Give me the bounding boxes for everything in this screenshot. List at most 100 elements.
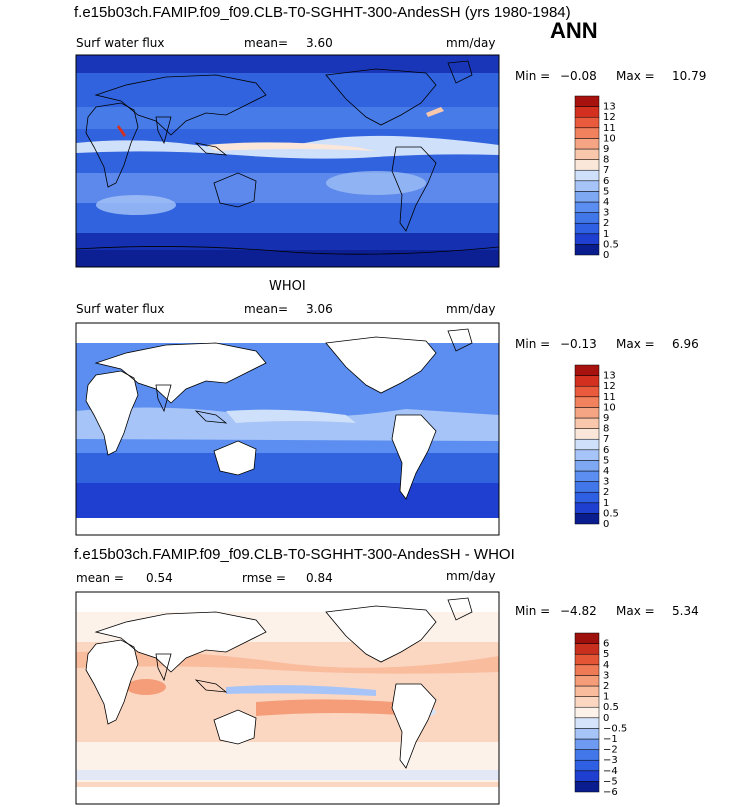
colorbar-swatch (574, 738, 600, 750)
colorbar-tick-label: 1 (603, 692, 609, 703)
colorbar-tick-label: 5 (603, 455, 609, 466)
colorbar-swatch (574, 675, 600, 687)
panel2-min-value: −0.13 (560, 337, 597, 351)
colorbar-swatch (574, 233, 600, 245)
panel2-variable: Surf water flux (76, 302, 165, 316)
colorbar-swatch (574, 470, 600, 482)
colorbar-tick-label: 6 (603, 176, 609, 187)
map-panel-2 (75, 322, 500, 536)
colorbar-tick-label: −3 (603, 755, 618, 766)
colorbar-tick-label: 5 (603, 186, 609, 197)
colorbar-tick-label: 4 (603, 660, 609, 671)
colorbar-tick-label: 3 (603, 670, 609, 681)
colorbar-tick-label: 12 (603, 381, 616, 392)
colorbar-swatch (574, 364, 600, 376)
colorbar-swatch (574, 428, 600, 440)
panel1-max-value: 10.79 (672, 69, 707, 83)
colorbar-tick-label: 4 (603, 197, 609, 208)
colorbar-swatch (574, 138, 600, 150)
colorbar-swatch (574, 148, 600, 160)
colorbar-tick-label: 8 (603, 424, 609, 435)
colorbar-swatch (574, 491, 600, 504)
colorbar-swatch (574, 513, 600, 525)
panel1-min-label: Min = (515, 69, 551, 83)
colorbar-tick-label: 0.5 (603, 508, 619, 519)
panel3-subtitle: f.e15b03ch.FAMIP.f09_f09.CLB-T0-SGHHT-30… (74, 546, 515, 563)
colorbar-swatch (574, 169, 600, 182)
colorbar-tick-label: 5 (603, 649, 609, 660)
colorbar-swatch (574, 502, 600, 514)
colorbar-tick-label: −6 (603, 787, 618, 798)
map-panel-1 (75, 54, 500, 268)
coastlines (85, 597, 473, 769)
colorbar-swatch (574, 438, 600, 451)
colorbar-tick-label: 13 (603, 102, 616, 113)
panel2-subtitle: WHOI (269, 279, 306, 294)
colorbar-swatch (574, 449, 600, 461)
main-title: f.e15b03ch.FAMIP.f09_f09.CLB-T0-SGHHT-30… (74, 4, 571, 21)
panel3-rmse-value: 0.84 (306, 571, 333, 585)
colorbar-tick-label: 13 (603, 371, 616, 382)
coastlines (85, 328, 473, 500)
colorbar-swatch (574, 460, 600, 472)
colorbar-tick-label: −1 (603, 734, 618, 745)
colorbar-tick-label: 0.5 (603, 702, 619, 713)
colorbar-swatch (574, 106, 600, 118)
panel2-mean-value: 3.06 (306, 302, 333, 316)
colorbar-tick-label: 0 (603, 519, 609, 530)
colorbar-swatch (574, 664, 600, 676)
colorbar-swatch (574, 717, 600, 729)
colorbar-swatch (574, 696, 600, 708)
panel3-mean-value: 0.54 (146, 571, 173, 585)
colorbar-tick-label: 9 (603, 144, 609, 155)
colorbar-tick-label: 7 (603, 165, 609, 176)
colorbar-tick-label: 0.5 (603, 239, 619, 250)
colorbar-tick-label: 0 (603, 713, 609, 724)
colorbar-tick-label: 3 (603, 477, 609, 488)
colorbar-swatch (574, 417, 600, 429)
panel1-mean-label: mean= (244, 36, 289, 50)
colorbar-tick-label: 10 (603, 402, 616, 413)
colorbar-tick-label: 6 (603, 639, 609, 650)
panel2-min-label: Min = (515, 337, 551, 351)
colorbar-tick-label: 0 (603, 250, 609, 261)
colorbar-swatch (574, 632, 600, 644)
colorbar-swatch (574, 407, 600, 419)
panel3-mean-label: mean = (76, 571, 124, 585)
colorbar-swatch (574, 201, 600, 213)
colorbar-tick-label: 7 (603, 434, 609, 445)
panel2-units: mm/day (446, 302, 496, 316)
coastlines (75, 60, 500, 255)
colorbar-tick-label: 2 (603, 487, 609, 498)
colorbar-swatch (574, 191, 600, 203)
colorbar-tick-label: 12 (603, 112, 616, 123)
colorbar-tick-label: 11 (603, 123, 616, 134)
panel3-max-value: 5.34 (672, 604, 699, 618)
colorbar-swatch (574, 749, 600, 761)
colorbar-tick-label: 8 (603, 155, 609, 166)
colorbar-tick-label: 3 (603, 208, 609, 219)
colorbar-swatch (574, 759, 600, 772)
season-label: ANN (550, 18, 598, 43)
colorbar-tick-label: −0.5 (603, 723, 627, 734)
colorbar-swatch (574, 770, 600, 782)
colorbar-tick-label: 2 (603, 681, 609, 692)
colorbar-tick-label: 4 (603, 466, 609, 477)
panel1-max-label: Max = (616, 69, 655, 83)
panel3-rmse-label: rmse = (242, 571, 286, 585)
colorbar-tick-label: −4 (603, 766, 618, 777)
colorbar-tick-label: 2 (603, 218, 609, 229)
colorbar-tick-label: 6 (603, 445, 609, 456)
panel1-units: mm/day (446, 36, 496, 50)
colorbar-swatch (574, 481, 600, 493)
colorbar-swatch (574, 728, 600, 740)
colorbar-swatch (574, 95, 600, 107)
colorbar-tick-label: 10 (603, 133, 616, 144)
colorbar-swatch (574, 385, 600, 398)
colorbar-swatch (574, 244, 600, 256)
colorbar-tick-label: −5 (603, 776, 618, 787)
panel1-min-value: −0.08 (560, 69, 597, 83)
